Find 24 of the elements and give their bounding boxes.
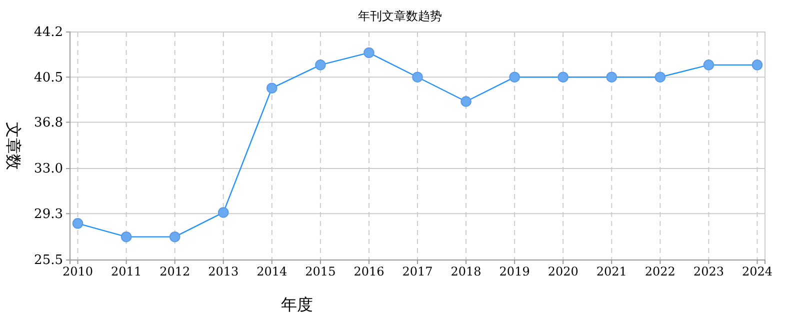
y-axis-title: 文章数: [4, 122, 23, 170]
x-tick-label: 2022: [644, 264, 676, 279]
x-tick-label: 2011: [111, 264, 142, 279]
x-tick-label: 2014: [256, 264, 288, 279]
x-tick-label: 2018: [450, 264, 482, 279]
x-tick-label: 2010: [62, 264, 94, 279]
x-tick-label: 2019: [499, 264, 530, 279]
x-axis-title: 年度: [281, 295, 313, 314]
x-tick-label: 2013: [208, 264, 239, 279]
chart-title: 年刊文章数趋势: [358, 9, 442, 23]
x-tick-label: 2016: [354, 264, 384, 279]
y-tick-label: 25.5: [34, 253, 63, 268]
x-tick-label: 2021: [596, 264, 627, 279]
y-tick-label: 36.8: [34, 115, 63, 130]
y-tick-label: 29.3: [34, 206, 63, 222]
x-tick-label: 2017: [402, 264, 433, 279]
y-tick-label: 40.5: [34, 70, 63, 86]
y-tick-label: 33.0: [34, 162, 63, 177]
x-tick-label: 2015: [305, 264, 336, 279]
x-tick-label: 2024: [742, 264, 773, 279]
x-tick-label: 2020: [548, 264, 578, 279]
y-tick-label: 44.2: [34, 25, 63, 40]
x-tick-label: 2023: [693, 264, 724, 279]
x-tick-label: 2012: [160, 264, 190, 279]
